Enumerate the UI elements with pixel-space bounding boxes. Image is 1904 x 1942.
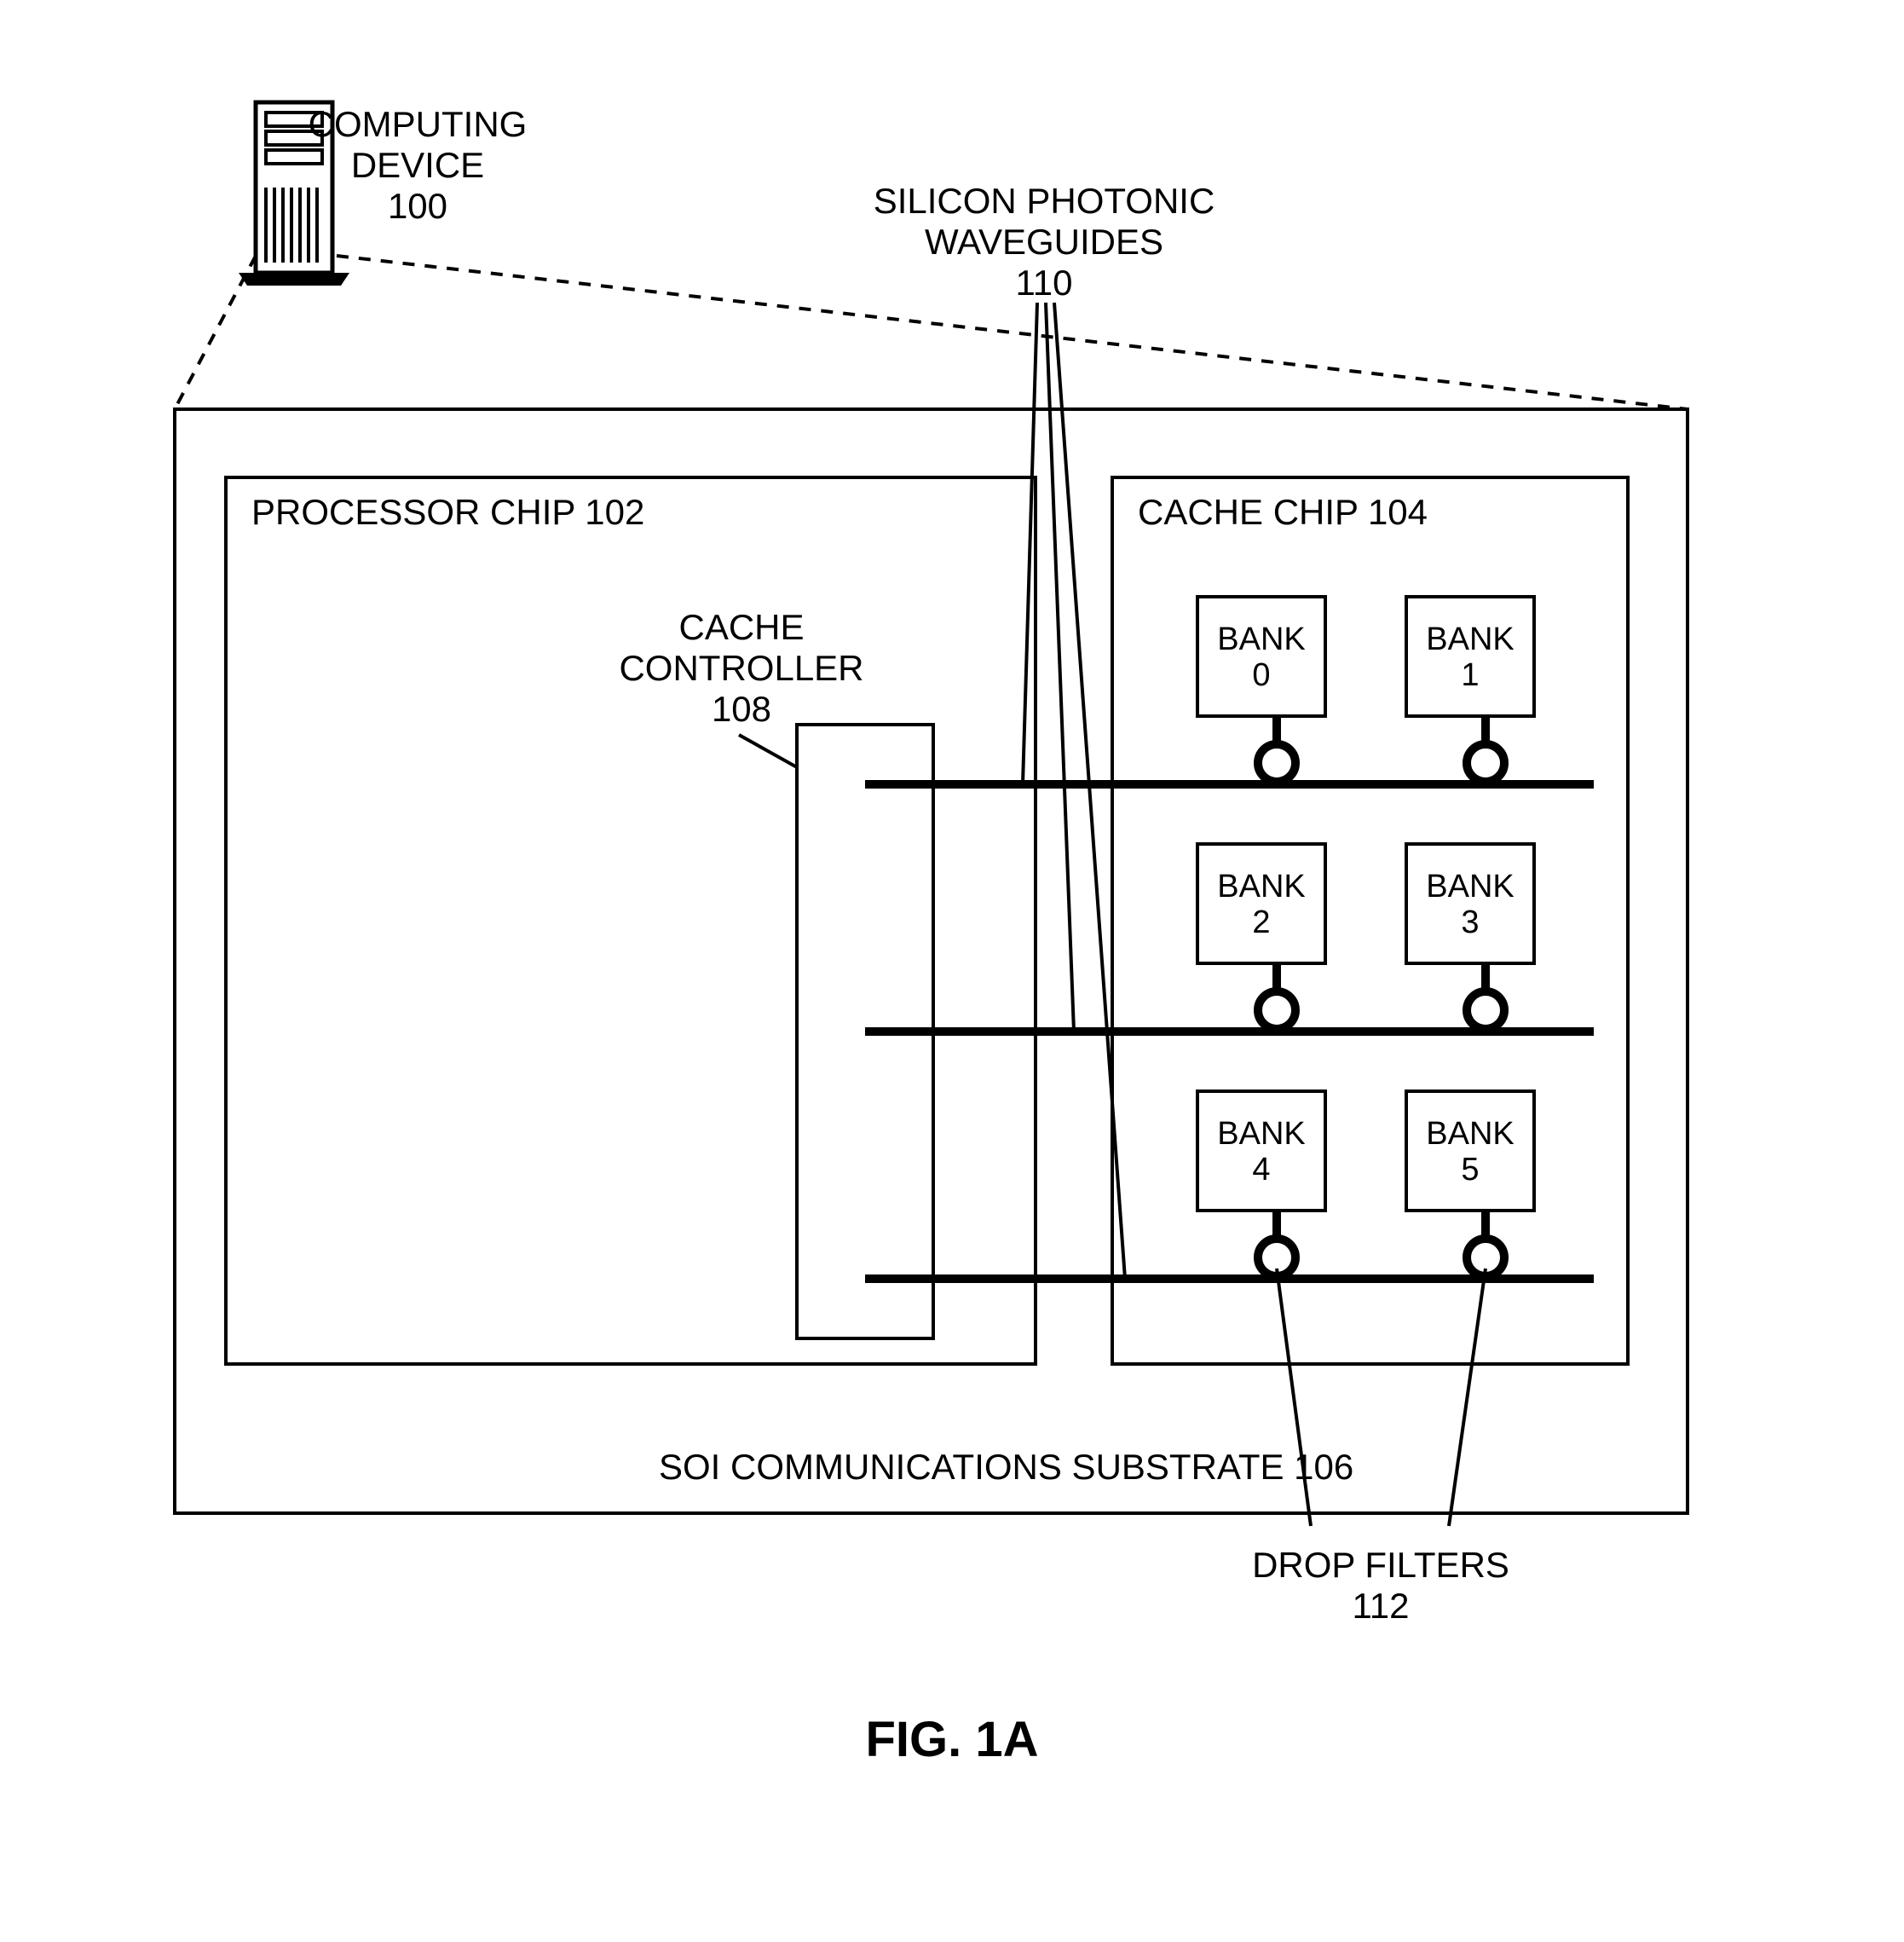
drop-filter-0 — [1258, 744, 1295, 782]
bank-5: BANK5 — [1406, 1091, 1534, 1276]
svg-text:0: 0 — [1252, 657, 1270, 693]
bank-3: BANK3 — [1406, 844, 1534, 1029]
drop-filter-1 — [1467, 744, 1504, 782]
processor-chip-label: PROCESSOR CHIP 102 — [251, 492, 644, 532]
cache-chip-label: CACHE CHIP 104 — [1138, 492, 1428, 532]
svg-text:100: 100 — [388, 186, 447, 226]
svg-text:BANK: BANK — [1426, 621, 1514, 657]
svg-text:2: 2 — [1252, 905, 1270, 940]
svg-text:BANK: BANK — [1217, 869, 1305, 905]
svg-text:COMPUTING: COMPUTING — [309, 104, 528, 144]
svg-text:BANK: BANK — [1426, 869, 1514, 905]
computing-device-label: COMPUTINGDEVICE100 — [309, 104, 528, 226]
svg-text:BANK: BANK — [1426, 1116, 1514, 1152]
drop-filter-3 — [1467, 991, 1504, 1029]
svg-text:110: 110 — [1016, 263, 1073, 303]
waveguides-label: SILICON PHOTONICWAVEGUIDES110 — [874, 181, 1215, 303]
bank-4: BANK4 — [1197, 1091, 1325, 1276]
svg-text:CONTROLLER: CONTROLLER — [619, 648, 863, 688]
bank-1: BANK1 — [1406, 597, 1534, 782]
drop-filter-2 — [1258, 991, 1295, 1029]
cache-chip-rect — [1112, 477, 1628, 1364]
drop-filters-label: DROP FILTERS112 — [1252, 1545, 1509, 1626]
cache-controller-label: CACHECONTROLLER108 — [619, 607, 863, 729]
figure-caption: FIG. 1A — [865, 1712, 1038, 1767]
svg-text:3: 3 — [1461, 905, 1479, 940]
svg-text:112: 112 — [1353, 1586, 1410, 1626]
svg-text:WAVEGUIDES: WAVEGUIDES — [925, 222, 1163, 262]
svg-text:1: 1 — [1461, 657, 1479, 693]
svg-text:SILICON PHOTONIC: SILICON PHOTONIC — [874, 181, 1215, 221]
bank-0: BANK0 — [1197, 597, 1325, 782]
processor-chip-rect — [226, 477, 1036, 1364]
substrate-label: SOI COMMUNICATIONS SUBSTRATE 106 — [659, 1447, 1353, 1487]
svg-text:108: 108 — [712, 689, 771, 729]
svg-text:DROP FILTERS: DROP FILTERS — [1252, 1545, 1509, 1585]
svg-text:DEVICE: DEVICE — [351, 145, 484, 185]
bank-2: BANK2 — [1197, 844, 1325, 1029]
svg-text:4: 4 — [1252, 1152, 1270, 1188]
svg-text:CACHE: CACHE — [678, 607, 804, 647]
svg-text:5: 5 — [1461, 1152, 1479, 1188]
svg-text:BANK: BANK — [1217, 621, 1305, 657]
svg-text:BANK: BANK — [1217, 1116, 1305, 1152]
